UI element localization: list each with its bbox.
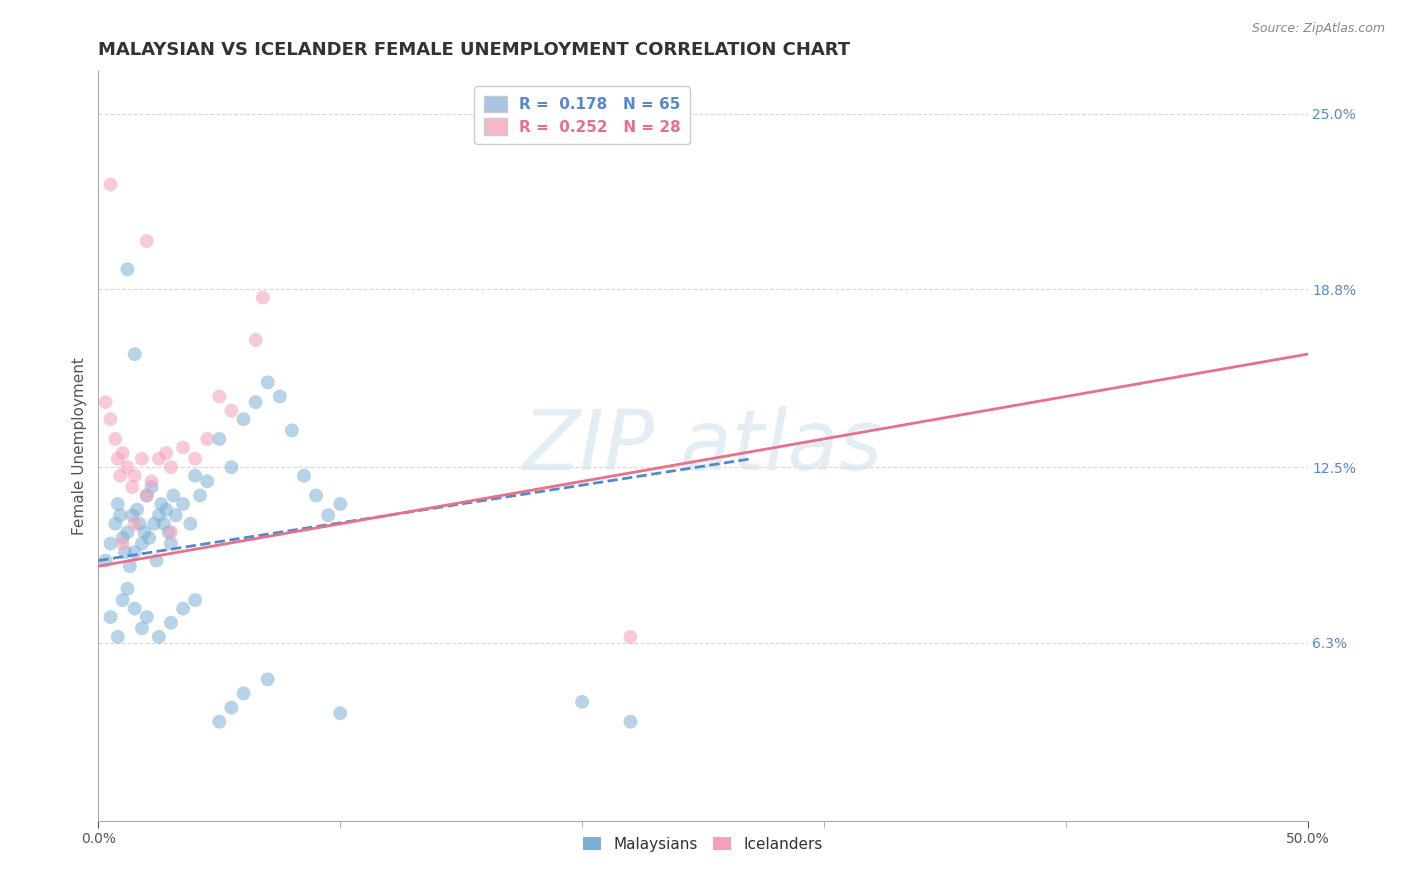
Point [155, 446, 177, 460]
Point [135, 488, 157, 502]
Point [150, 497, 173, 511]
Point [117, 460, 139, 475]
Point [160, 536, 183, 550]
Point [172, 601, 194, 615]
Point [111, 531, 134, 545]
Point [107, 451, 129, 466]
Point [195, 432, 218, 446]
Point [208, 432, 231, 446]
Point [188, 488, 211, 502]
Point [104, 432, 127, 446]
Point [124, 601, 146, 615]
Point [571, 695, 593, 709]
Point [135, 610, 157, 624]
Point [172, 441, 194, 455]
Point [94, 553, 117, 567]
Legend: Malaysians, Icelanders: Malaysians, Icelanders [576, 830, 830, 858]
Point [108, 468, 131, 483]
Point [256, 673, 278, 687]
Point [124, 545, 146, 559]
Point [292, 468, 315, 483]
Point [245, 333, 267, 347]
Point [100, 412, 122, 426]
Point [117, 582, 139, 596]
Text: MALAYSIAN VS ICELANDER FEMALE UNEMPLOYMENT CORRELATION CHART: MALAYSIAN VS ICELANDER FEMALE UNEMPLOYME… [98, 41, 851, 59]
Point [305, 488, 328, 502]
Point [131, 621, 153, 635]
Point [131, 451, 153, 466]
Point [145, 553, 167, 567]
Point [117, 525, 139, 540]
Point [111, 536, 134, 550]
Point [108, 508, 131, 523]
Point [121, 508, 143, 523]
Point [232, 686, 254, 700]
Point [256, 376, 278, 390]
Point [128, 516, 150, 531]
Point [121, 480, 143, 494]
Point [619, 714, 641, 729]
Point [152, 516, 174, 531]
Point [208, 390, 231, 404]
Point [245, 395, 267, 409]
Point [94, 395, 117, 409]
Point [160, 525, 183, 540]
Point [184, 451, 207, 466]
Point [316, 508, 339, 523]
Point [221, 403, 243, 417]
Point [184, 593, 207, 607]
Point [221, 460, 243, 475]
Point [329, 497, 352, 511]
Point [114, 545, 136, 559]
Point [252, 291, 274, 305]
Point [138, 531, 160, 545]
Y-axis label: Female Unemployment: Female Unemployment [72, 357, 87, 535]
Point [157, 525, 180, 540]
Point [195, 475, 218, 489]
Point [165, 508, 187, 523]
Point [111, 593, 134, 607]
Text: Source: ZipAtlas.com: Source: ZipAtlas.com [1251, 22, 1385, 36]
Point [208, 714, 231, 729]
Point [148, 451, 170, 466]
Point [118, 559, 141, 574]
Point [107, 497, 129, 511]
Point [179, 516, 201, 531]
Point [160, 615, 183, 630]
Point [141, 480, 163, 494]
Point [104, 516, 127, 531]
Point [148, 508, 170, 523]
Point [134, 525, 156, 540]
Point [117, 262, 139, 277]
Point [160, 460, 183, 475]
Point [111, 446, 134, 460]
Point [269, 390, 291, 404]
Point [131, 536, 153, 550]
Point [221, 700, 243, 714]
Point [100, 178, 122, 192]
Text: ZIP atlas: ZIP atlas [523, 406, 883, 486]
Point [100, 610, 122, 624]
Point [162, 488, 184, 502]
Point [127, 502, 149, 516]
Point [148, 630, 170, 644]
Point [135, 488, 157, 502]
Point [329, 706, 352, 721]
Point [619, 630, 641, 644]
Point [124, 468, 146, 483]
Point [172, 497, 194, 511]
Point [100, 536, 122, 550]
Point [281, 424, 304, 438]
Point [232, 412, 254, 426]
Point [143, 516, 166, 531]
Point [135, 234, 157, 248]
Point [184, 468, 207, 483]
Point [124, 347, 146, 361]
Point [155, 502, 177, 516]
Point [124, 516, 146, 531]
Point [107, 630, 129, 644]
Point [141, 475, 163, 489]
